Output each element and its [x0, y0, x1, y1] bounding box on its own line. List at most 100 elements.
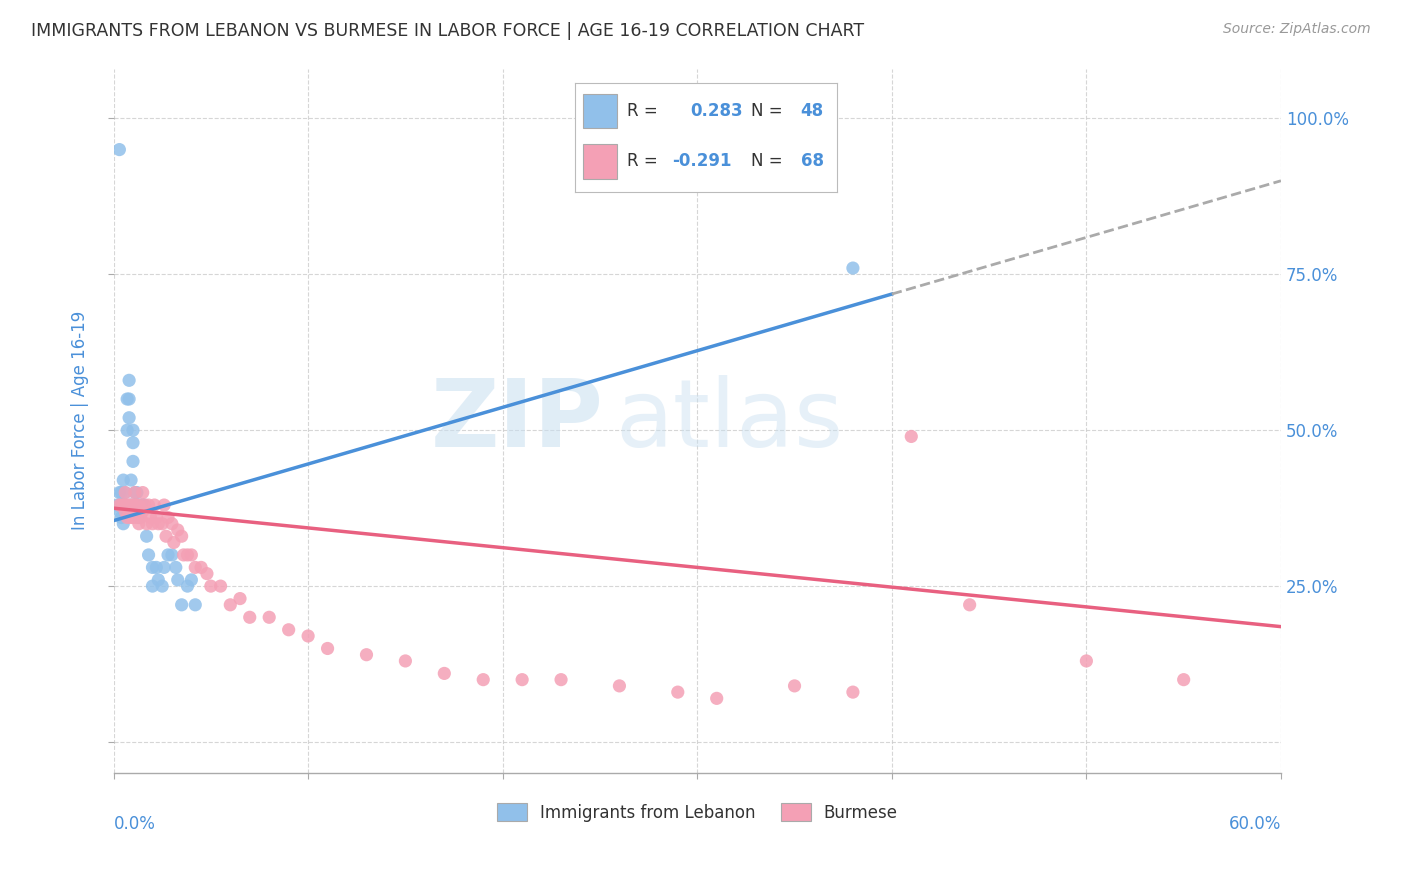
Point — [170, 529, 193, 543]
Point — [108, 498, 131, 512]
Point — [550, 673, 572, 687]
Point — [195, 566, 218, 581]
Point — [112, 498, 135, 512]
Point — [107, 498, 129, 512]
Point — [115, 498, 138, 512]
Point — [356, 648, 378, 662]
Point — [180, 548, 202, 562]
Point — [108, 504, 131, 518]
Point — [120, 498, 142, 512]
Text: 60.0%: 60.0% — [1229, 815, 1281, 833]
Point — [110, 485, 132, 500]
Point — [1076, 654, 1098, 668]
Point — [145, 510, 167, 524]
Point — [184, 560, 207, 574]
Point — [180, 573, 202, 587]
Point — [135, 516, 157, 531]
Point — [110, 498, 132, 512]
Point — [173, 548, 195, 562]
Point — [122, 498, 145, 512]
Point — [959, 598, 981, 612]
Point — [112, 516, 135, 531]
Point — [120, 473, 142, 487]
Point — [125, 498, 148, 512]
Point — [118, 498, 141, 512]
Point — [150, 516, 173, 531]
Point — [118, 392, 141, 406]
Point — [118, 410, 141, 425]
Point — [112, 498, 135, 512]
Point — [139, 510, 162, 524]
Point — [472, 673, 495, 687]
Point — [112, 473, 135, 487]
Point — [122, 435, 145, 450]
Point — [128, 498, 150, 512]
Point — [160, 516, 183, 531]
Point — [134, 498, 156, 512]
Point — [118, 373, 141, 387]
Point — [120, 510, 142, 524]
Point — [114, 504, 136, 518]
Point — [110, 498, 132, 512]
Point — [150, 579, 173, 593]
Point — [666, 685, 689, 699]
Point — [257, 610, 280, 624]
Point — [122, 423, 145, 437]
Point — [160, 548, 183, 562]
Point — [145, 560, 167, 574]
Point — [138, 548, 160, 562]
Point — [157, 510, 180, 524]
Point — [190, 560, 212, 574]
Point — [153, 560, 176, 574]
Point — [842, 261, 865, 276]
Point — [129, 498, 152, 512]
Point — [110, 510, 132, 524]
Point — [115, 510, 138, 524]
Point — [166, 573, 188, 587]
Point — [157, 548, 180, 562]
Point — [114, 498, 136, 512]
Point — [120, 498, 142, 512]
Point — [184, 598, 207, 612]
Point — [141, 560, 163, 574]
Point — [297, 629, 319, 643]
Y-axis label: In Labor Force | Age 16-19: In Labor Force | Age 16-19 — [72, 311, 89, 531]
Text: Source: ZipAtlas.com: Source: ZipAtlas.com — [1223, 22, 1371, 37]
Point — [277, 623, 299, 637]
Point — [609, 679, 631, 693]
Point — [132, 485, 155, 500]
Point — [209, 579, 232, 593]
Point — [134, 498, 156, 512]
Point — [433, 666, 456, 681]
Point — [706, 691, 728, 706]
Point — [900, 429, 922, 443]
Point — [138, 498, 160, 512]
Point — [125, 510, 148, 524]
Legend: Immigrants from Lebanon, Burmese: Immigrants from Lebanon, Burmese — [491, 797, 904, 829]
Point — [163, 535, 186, 549]
Point — [114, 485, 136, 500]
Point — [122, 510, 145, 524]
Point — [128, 516, 150, 531]
Text: IMMIGRANTS FROM LEBANON VS BURMESE IN LABOR FORCE | AGE 16-19 CORRELATION CHART: IMMIGRANTS FROM LEBANON VS BURMESE IN LA… — [31, 22, 865, 40]
Point — [155, 529, 177, 543]
Point — [132, 498, 155, 512]
Point — [108, 485, 131, 500]
Point — [141, 516, 163, 531]
Point — [114, 504, 136, 518]
Point — [129, 510, 152, 524]
Point — [124, 485, 146, 500]
Point — [132, 504, 155, 518]
Point — [125, 498, 148, 512]
Point — [135, 529, 157, 543]
Point — [153, 498, 176, 512]
Point — [1173, 673, 1195, 687]
Point — [176, 579, 198, 593]
Point — [128, 510, 150, 524]
Point — [115, 392, 138, 406]
Text: 0.0%: 0.0% — [114, 815, 156, 833]
Point — [170, 598, 193, 612]
Point — [842, 685, 865, 699]
Point — [229, 591, 252, 606]
Point — [176, 548, 198, 562]
